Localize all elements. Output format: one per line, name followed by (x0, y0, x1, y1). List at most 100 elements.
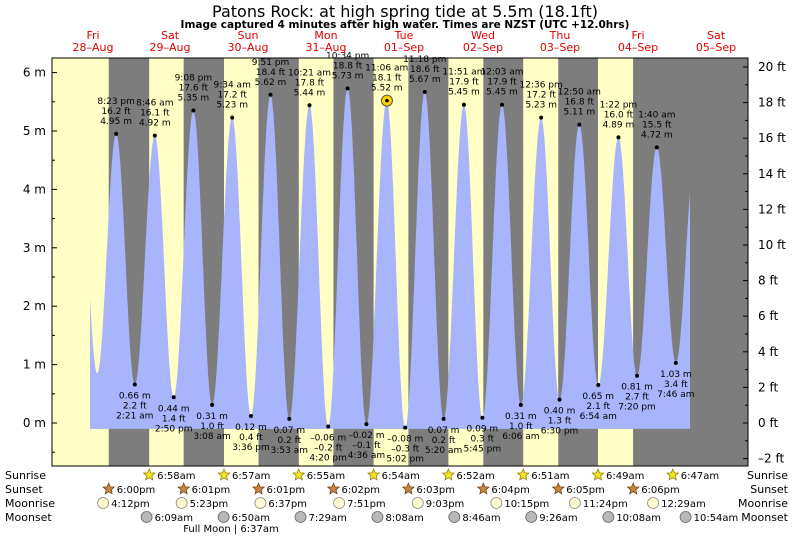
tide-label-m: 4.72 m (641, 130, 673, 140)
day-name: Wed (471, 29, 495, 42)
chart-subtitle: Image captured 4 minutes after high wate… (181, 19, 630, 31)
tide-label-m: 5.35 m (178, 94, 210, 104)
tide-point (364, 422, 369, 427)
sunrise-time: 6:55am (307, 471, 345, 482)
tide-point (577, 122, 582, 127)
sunrise-time: 6:58am (157, 471, 195, 482)
tide-label-ft: –0.3 ft (391, 445, 420, 455)
tide-label-m: 5.62 m (255, 78, 287, 88)
tide-point (230, 115, 235, 120)
tide-label-ft: 18.8 ft (333, 61, 363, 71)
moonset-icon (602, 511, 615, 523)
moonrise-icon (490, 497, 503, 509)
moonset-icon (371, 511, 384, 523)
sunrise-time: 6:54am (382, 471, 420, 482)
tide-label-m: 5.45 m (486, 88, 518, 98)
tide-label-m: –0.08 m (387, 435, 423, 445)
tide-point (539, 115, 544, 120)
moonset-icon (525, 511, 538, 523)
tide-point (248, 413, 253, 418)
tide-label-ft: 1.0 ft (509, 422, 533, 432)
tide-label-m: 5.11 m (563, 108, 595, 118)
tide-label-m: 4.89 m (603, 120, 635, 130)
tide-point (132, 382, 137, 387)
chart-axes: 6 m 5 m 4 m 3 m 2 m 1 m 0 m 20 ft 18 ft 16 ft 14 f… (23, 57, 786, 467)
tide-point (114, 131, 119, 136)
tide-point (307, 103, 312, 108)
tide-point (635, 373, 640, 378)
tide-label-ft: 2.7 ft (625, 393, 649, 403)
sunrise-icon (142, 468, 156, 481)
y-tick-label-left: 2 m (23, 299, 46, 313)
sunset-icon (177, 482, 191, 495)
moonset-icon (679, 511, 692, 523)
current-tide-marker-dot (385, 98, 389, 103)
plot-frame (51, 57, 749, 467)
moonrise-icon (411, 497, 424, 509)
tide-label-ft: 2.2 ft (123, 401, 147, 411)
tide-label-time: 4:20 pm (309, 454, 347, 464)
row-label-left: Moonset (5, 511, 52, 524)
tide-point (557, 397, 562, 402)
sunset-icon (401, 482, 415, 495)
sunset-icon (626, 482, 640, 495)
tide-label-ft: 3.4 ft (664, 380, 688, 390)
tide-label-m: –0.06 m (310, 434, 346, 444)
moonrise-time: 10:15pm (504, 499, 549, 510)
y-tick-label-left: 1 m (23, 358, 46, 372)
tide-label-time: 3:36 pm (232, 443, 270, 453)
moonset-time: 8:46am (462, 513, 500, 524)
row-label-left: Sunrise (5, 469, 46, 482)
tide-label-ft: 17.6 ft (179, 84, 209, 94)
tide-label-ft: –0.1 ft (352, 441, 381, 451)
y-tick-label-left: 4 m (23, 182, 46, 196)
tide-point (191, 108, 196, 113)
tide-label-m: 5.73 m (332, 71, 364, 81)
tide-label-m: 0.66 m (119, 391, 151, 401)
moonset-time: 10:08am (616, 513, 661, 524)
tide-label-m: 0.31 m (505, 412, 537, 422)
tide-label-time: 6:30 pm (541, 427, 579, 437)
tide-label-ft: 17.8 ft (295, 78, 325, 88)
tide-label-time: 12:36 pm (520, 81, 563, 91)
moonset-icon (140, 511, 153, 523)
tide-label-time: 8:46 am (136, 99, 173, 109)
tide-point (152, 133, 157, 138)
tide-label-time: 8:23 pm (97, 97, 135, 107)
tide-label-time: 11:18 pm (403, 55, 446, 65)
moonrise-time: 9:03pm (426, 499, 465, 510)
tide-label-m: 4.92 m (139, 119, 171, 129)
day-name: Fri (86, 29, 99, 42)
tide-label-time: 1:22 pm (600, 100, 638, 110)
tide-label-m: –0.02 m (348, 431, 384, 441)
moonrise-icon (254, 497, 267, 509)
tide-label-time: 9:34 am (213, 81, 250, 91)
tide-point (616, 135, 621, 140)
sunrise-time: 6:49am (606, 471, 644, 482)
moonrise-time: 7:51pm (347, 499, 386, 510)
day-date: 29–Aug (150, 41, 191, 54)
sunrise-time: 6:57am (232, 471, 270, 482)
tide-label-time: 2:21 am (116, 411, 153, 421)
sunrise-time: 6:47am (681, 471, 719, 482)
row-label-right: Moonset (741, 511, 788, 524)
tide-point (441, 416, 446, 421)
tide-label-m: 5.45 m (448, 88, 480, 98)
y-tick-label-left: 3 m (23, 241, 46, 255)
tide-label-time: 3:08 am (193, 432, 230, 442)
tide-series-line (90, 88, 690, 429)
day-date: 31–Aug (306, 41, 347, 54)
day-name: Sat (161, 29, 180, 42)
day-date: 04–Sep (618, 41, 658, 54)
moonset-time: 9:26am (539, 513, 577, 524)
moonset-time: 10:54am (694, 513, 739, 524)
moonset-icon (448, 511, 461, 523)
tide-label-time: 5:20 am (425, 446, 462, 456)
y-tick-label-right: 14 ft (758, 167, 786, 181)
tide-label-ft: 0.3 ft (470, 435, 494, 445)
tide-label-time: 3:53 am (271, 446, 308, 456)
row-label-right: Moonrise (738, 497, 788, 510)
sunset-time: 6:01pm (192, 485, 231, 496)
